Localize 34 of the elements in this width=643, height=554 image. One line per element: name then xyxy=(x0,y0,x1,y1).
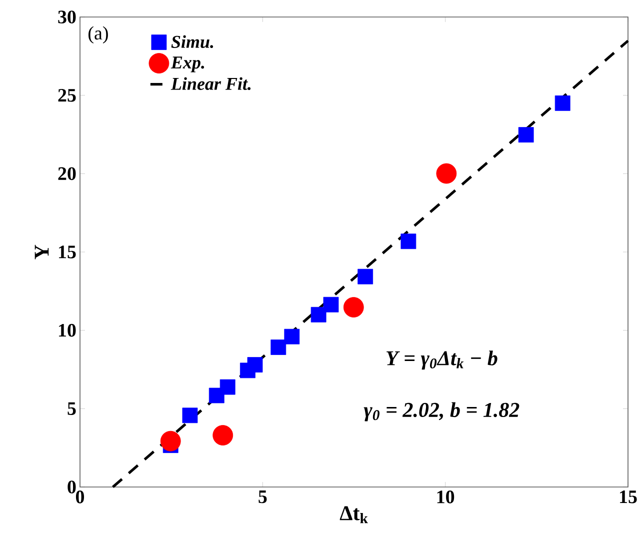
y-tick-label: 15 xyxy=(58,246,76,258)
x-tick-label: 10 xyxy=(437,490,454,504)
y-tick-label: 10 xyxy=(58,324,76,337)
y-tick-label: 0 xyxy=(68,480,76,494)
point xyxy=(310,306,326,322)
x-axis-title: Δt$_{k}$ xyxy=(340,506,368,524)
y-tick-label: 30 xyxy=(58,10,76,24)
legend-label: Linear Fit. xyxy=(170,77,251,90)
point xyxy=(182,408,198,424)
point xyxy=(160,430,181,452)
point xyxy=(270,340,286,355)
point xyxy=(518,127,534,143)
point xyxy=(323,296,339,312)
x-tick-label: 0 xyxy=(76,490,84,504)
point xyxy=(400,234,416,250)
annotation: γ$_{0}$ = 2.02, b = 1.82 xyxy=(364,402,520,422)
annotation: (a) xyxy=(88,26,108,44)
point xyxy=(247,357,263,372)
annotation: Y = γ$_{0}$Δt$_{k}$ − b xyxy=(386,350,498,370)
point xyxy=(554,95,570,111)
legend-label: Simu. xyxy=(171,35,214,48)
point xyxy=(220,379,236,395)
x-tick-label: 15 xyxy=(620,490,637,504)
x-tick-label: 5 xyxy=(258,490,267,504)
point xyxy=(284,328,300,344)
point xyxy=(436,163,457,184)
y-tick-label: 25 xyxy=(58,88,76,102)
y-tick-label: 20 xyxy=(58,167,76,180)
legend-label: Exp. xyxy=(170,56,204,72)
y-axis-title: Y xyxy=(34,244,49,260)
point xyxy=(343,297,364,318)
y-tick-label: 5 xyxy=(68,402,76,415)
point xyxy=(358,268,374,284)
point xyxy=(212,425,234,446)
